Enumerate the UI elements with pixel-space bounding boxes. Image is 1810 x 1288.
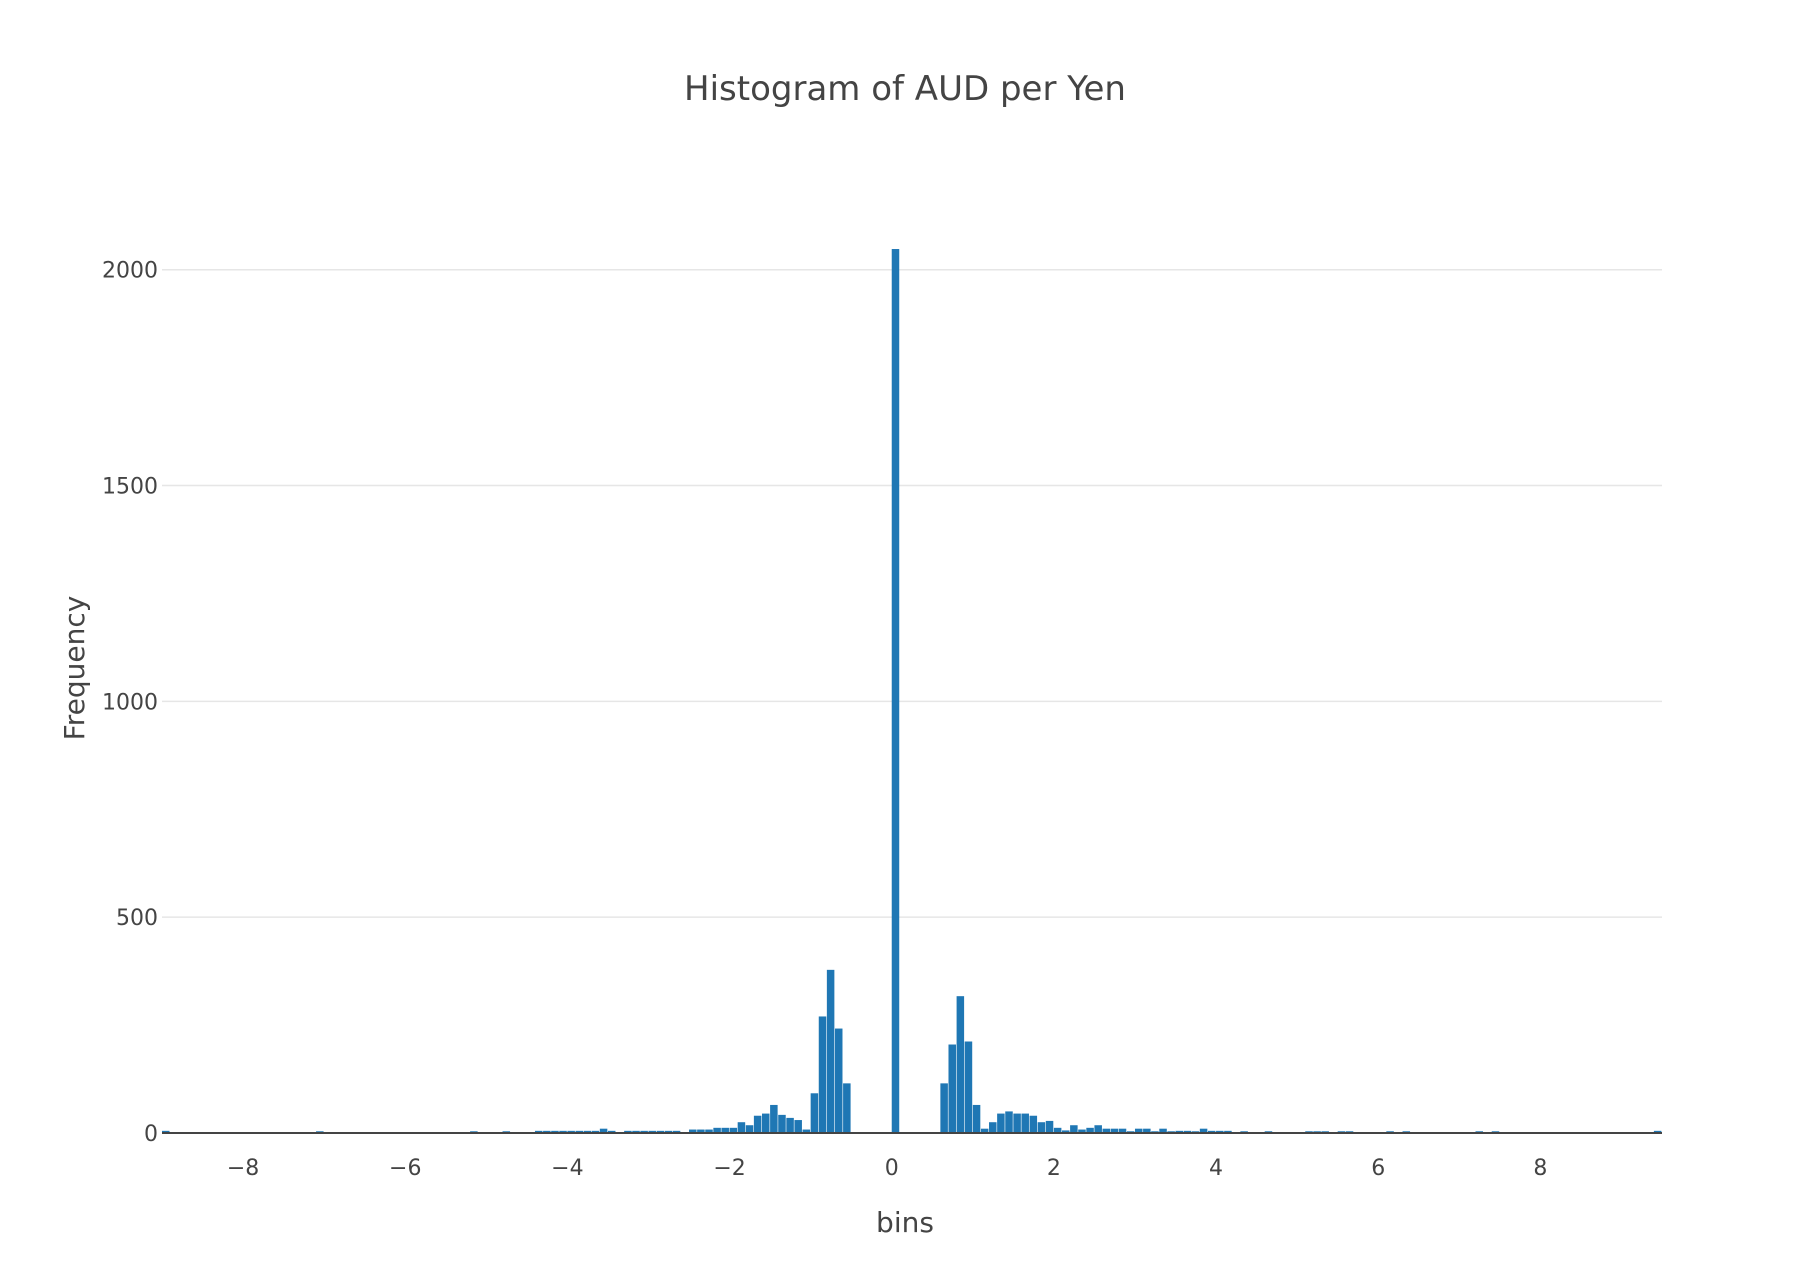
histogram-bar xyxy=(778,1114,786,1133)
y-axis-ticks: 0 500 1000 1500 2000 xyxy=(102,259,158,1147)
y-tick-label: 0 xyxy=(144,1122,158,1147)
histogram-bar xyxy=(1118,1128,1127,1133)
histogram-bar xyxy=(607,1130,616,1133)
histogram-bar xyxy=(1070,1125,1078,1133)
histogram-bar xyxy=(948,1044,956,1133)
histogram-bar xyxy=(834,1028,843,1133)
x-tick-label: −2 xyxy=(713,1156,745,1181)
histogram-bar xyxy=(794,1120,802,1133)
x-axis-ticks: −8 −6 −4 −2 0 2 4 6 8 xyxy=(227,1156,1548,1181)
histogram-bar xyxy=(997,1113,1005,1133)
histogram-bar xyxy=(1094,1125,1102,1133)
histogram-bar xyxy=(972,1104,981,1133)
histogram-bar xyxy=(770,1104,778,1133)
histogram-bar xyxy=(1134,1128,1143,1133)
histogram-bar xyxy=(640,1130,648,1133)
y-tick-label: 500 xyxy=(116,906,158,931)
y-tick-label: 1500 xyxy=(102,475,158,500)
histogram-bar xyxy=(1143,1128,1151,1133)
x-tick-label: −8 xyxy=(227,1156,259,1181)
histogram-bar xyxy=(1102,1128,1111,1133)
histogram-bar xyxy=(697,1129,705,1133)
histogram-bar xyxy=(737,1122,746,1133)
histogram-bar xyxy=(1175,1130,1184,1133)
histogram-bar xyxy=(551,1130,559,1133)
histogram-bar xyxy=(591,1130,600,1133)
histogram-bar xyxy=(664,1130,673,1133)
histogram-bar xyxy=(729,1127,738,1133)
histogram-bar xyxy=(1078,1129,1086,1133)
x-tick-label: −4 xyxy=(551,1156,583,1181)
histogram-bar xyxy=(786,1117,794,1133)
histogram-bar xyxy=(753,1115,762,1133)
x-tick-label: 6 xyxy=(1371,1156,1385,1181)
histogram-bar xyxy=(1216,1130,1224,1133)
histogram-bar xyxy=(632,1130,640,1133)
histogram-bar xyxy=(1062,1130,1070,1133)
histogram-bar xyxy=(980,1128,989,1133)
chart-title: Histogram of AUD per Yen xyxy=(684,69,1126,109)
x-tick-label: 2 xyxy=(1047,1156,1061,1181)
histogram-bar xyxy=(599,1128,608,1133)
histogram-bar xyxy=(721,1127,729,1133)
histogram-bar xyxy=(1086,1127,1094,1133)
histogram-bar xyxy=(1013,1113,1021,1133)
histogram-bar xyxy=(818,1016,827,1133)
histogram-bar xyxy=(810,1093,819,1133)
histogram-bar xyxy=(1005,1111,1013,1133)
histogram-bar xyxy=(559,1130,567,1133)
histogram-bar xyxy=(624,1130,632,1133)
histogram-bar xyxy=(1183,1130,1192,1133)
histogram-bar xyxy=(891,249,900,1133)
histogram-bar xyxy=(713,1127,721,1133)
histogram-bar xyxy=(956,996,965,1133)
histogram-bar xyxy=(1110,1128,1119,1133)
x-tick-label: 4 xyxy=(1209,1156,1223,1181)
histogram-bar xyxy=(534,1130,543,1133)
histogram-bar xyxy=(1029,1115,1038,1133)
y-tick-label: 1000 xyxy=(102,690,158,715)
x-tick-label: 0 xyxy=(885,1156,899,1181)
histogram-bar xyxy=(1199,1128,1208,1133)
histogram-bar xyxy=(1037,1122,1046,1133)
x-tick-label: −6 xyxy=(389,1156,421,1181)
histogram-bar xyxy=(802,1129,811,1133)
histogram-bar xyxy=(1021,1113,1029,1133)
gridlines xyxy=(162,268,1662,918)
histogram-bar xyxy=(940,1083,948,1133)
y-axis-title: Frequency xyxy=(58,596,91,741)
histogram-bar xyxy=(964,1041,973,1133)
histogram-bar xyxy=(745,1125,754,1133)
histogram-bar xyxy=(567,1130,575,1133)
x-tick-label: 8 xyxy=(1533,1156,1547,1181)
y-tick-label: 2000 xyxy=(102,259,158,284)
histogram-bar xyxy=(575,1130,584,1133)
histogram-bar xyxy=(672,1130,681,1133)
x-axis-title: bins xyxy=(876,1206,934,1239)
histogram-bar xyxy=(1224,1130,1232,1133)
histogram-bar xyxy=(1159,1128,1167,1133)
histogram-bar xyxy=(762,1113,770,1133)
histogram-bar xyxy=(843,1083,851,1133)
histogram-bar xyxy=(689,1129,697,1133)
histogram-bar xyxy=(705,1129,713,1133)
histogram-bar xyxy=(1045,1120,1054,1133)
histogram-bar xyxy=(1053,1127,1062,1133)
histogram-bar xyxy=(1207,1130,1216,1133)
histogram-bar xyxy=(989,1122,997,1133)
histogram-bar xyxy=(583,1130,592,1133)
histogram-bar xyxy=(162,1130,170,1133)
histogram-bars xyxy=(162,249,1662,1133)
histogram-bar xyxy=(1653,1130,1662,1133)
histogram-bar xyxy=(543,1130,551,1133)
histogram-bar xyxy=(648,1130,656,1133)
histogram-bar xyxy=(826,969,835,1133)
histogram-bar xyxy=(656,1130,665,1133)
